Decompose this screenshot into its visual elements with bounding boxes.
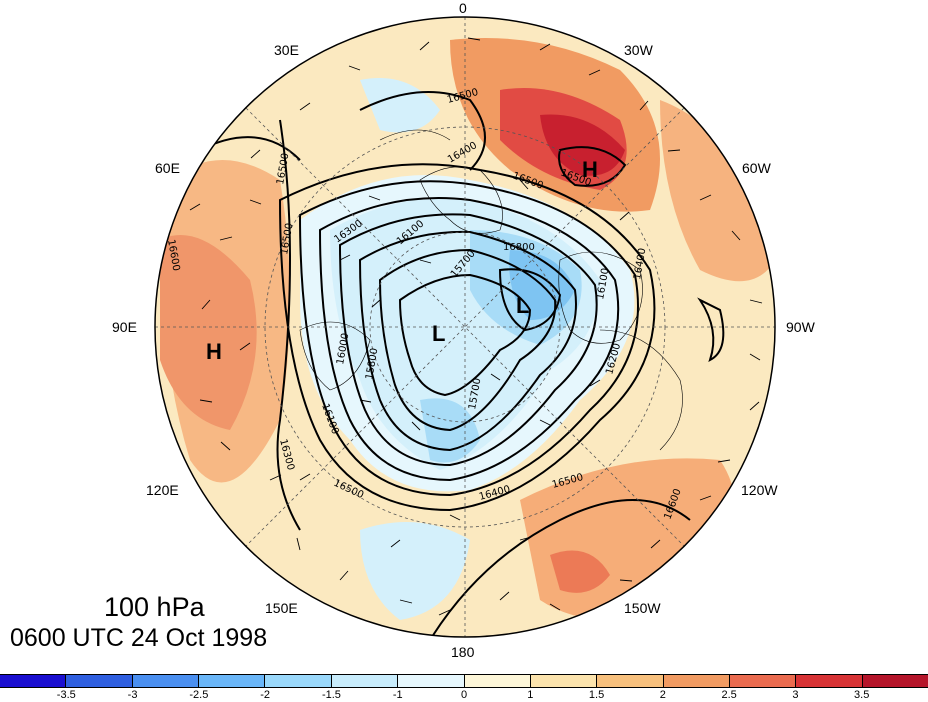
colorbar-segment [331, 675, 399, 687]
colorbar-tick-label: -3 [127, 689, 138, 701]
low-pressure-center: L [516, 293, 529, 318]
valid-time-title: 0600 UTC 24 Oct 1998 [10, 624, 268, 652]
colorbar-segment [530, 675, 598, 687]
colorbar-tick-label: 1 [527, 689, 534, 701]
pressure-centers: H H L L [206, 157, 598, 364]
colorbar-segment [729, 675, 797, 687]
colorbar-segment [199, 675, 266, 687]
colorbar-tick-label: 0 [460, 689, 468, 701]
colorbar-tick-label: 2 [659, 689, 666, 701]
contour-label: 15800 [364, 347, 380, 380]
colorbar-tick-label: -3.5 [56, 689, 76, 701]
contour-label: 16400 [632, 247, 648, 280]
contour-label: 16500 [275, 152, 291, 185]
colorbar-tick-label: -2 [260, 689, 271, 701]
colorbar-tick-label: -2.5 [189, 689, 209, 701]
colorbar-segment [464, 675, 531, 687]
colorbar-segment [0, 675, 67, 687]
colorbar-segment [663, 675, 730, 687]
longitude-label: 180 [451, 644, 475, 660]
high-pressure-center: H [582, 157, 598, 182]
contour-label: 16600 [165, 239, 181, 272]
longitude-label: 90E [112, 319, 137, 335]
colorbar-segment [398, 675, 465, 687]
contour-label: 16800 [503, 242, 535, 253]
longitude-label: 120W [741, 482, 778, 498]
colorbar-tick-label: 3 [792, 689, 799, 701]
colorbar-segment [265, 675, 332, 687]
longitude-label: 120E [146, 482, 179, 498]
colorbar-tick-label: -1.5 [321, 689, 341, 701]
map-boundary [154, 16, 776, 638]
longitude-label: 60E [155, 160, 180, 176]
longitude-label: 30W [624, 42, 653, 58]
contour-label: 15700 [467, 377, 483, 410]
colorbar-segment [862, 675, 928, 687]
longitude-label: 90W [786, 319, 815, 335]
longitude-label: 60W [742, 160, 771, 176]
contour-label: 16500 [279, 222, 295, 255]
colorbar-tick-label: -1 [392, 689, 403, 701]
longitude-label: 150W [624, 600, 661, 616]
pressure-level-title: 100 hPa [104, 592, 205, 622]
colorbar-segment [132, 675, 200, 687]
longitude-label: 0 [459, 0, 467, 16]
contour-label: 16000 [335, 332, 351, 365]
colorbar-segment [796, 675, 863, 687]
colorbar-segment [597, 675, 664, 687]
colorbar-ticks: -3.5 -3 -2.5 -2 -1.5 -1 0 1 1.5 2 2.5 3 3.5 [0, 689, 928, 702]
longitude-label: 30E [274, 42, 299, 58]
high-pressure-center: H [206, 339, 222, 364]
colorbar-tick-label: 1.5 [588, 689, 605, 701]
longitude-label: 150E [265, 600, 298, 616]
colorbar-tick-label: 2.5 [721, 689, 737, 701]
low-pressure-center: L [432, 321, 445, 346]
colorbar [0, 674, 928, 688]
contour-label: 16100 [595, 267, 611, 300]
colorbar-segment [66, 675, 133, 687]
colorbar-tick-label: 3.5 [854, 689, 870, 701]
